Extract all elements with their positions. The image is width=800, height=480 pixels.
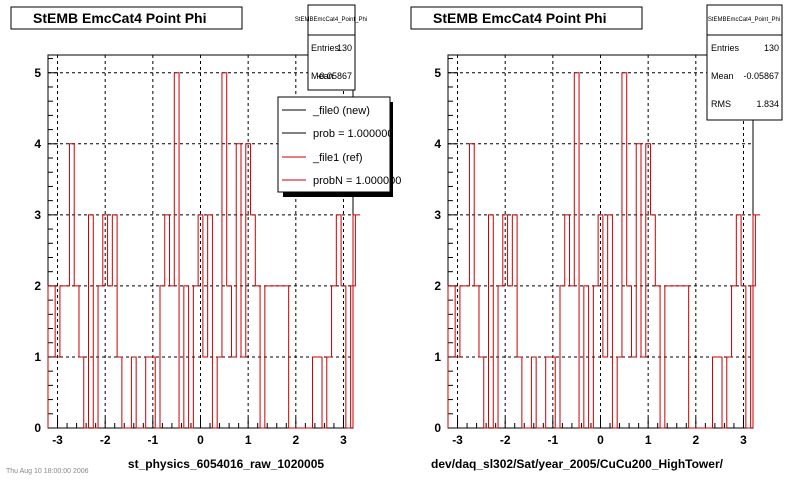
right-x-tick-label: -2	[500, 433, 511, 447]
right-stats-frame	[706, 4, 783, 121]
left-x-axis-label: st_physics_6054016_raw_1020005	[128, 457, 324, 471]
right-y-tick-label: 0	[434, 421, 441, 435]
right-stats-rms-value: 1.834	[756, 99, 779, 109]
left-x-tick-label: -2	[100, 433, 111, 447]
right-stats-entries-label: Entries	[711, 43, 740, 53]
left-stats-entries-value: 130	[337, 43, 352, 53]
right-y-tick-label: 4	[434, 137, 441, 151]
left-x-tick-label: -3	[52, 433, 63, 447]
right-y-tick-label: 5	[434, 66, 441, 80]
legend-frame	[277, 96, 391, 193]
left-x-tick-label: 3	[340, 433, 347, 447]
right-x-tick-label: -1	[548, 433, 559, 447]
right-tick-labels: -3 -2 -1 0 1 2 3 0 1 2 3 4 5	[434, 66, 747, 447]
left-title-box	[10, 6, 243, 30]
left-y-tick-label: 1	[34, 350, 41, 364]
left-stats-frame	[307, 4, 356, 91]
legend-label-ref: _file1 (ref)	[312, 152, 363, 164]
right-x-tick-label: -3	[452, 433, 463, 447]
right-axis-ticks	[447, 58, 754, 429]
right-stats-box: StEMBEmcCat4_Point_Phi Entries 130 Mean …	[706, 4, 783, 121]
left-y-tick-label: 4	[34, 137, 41, 151]
left-y-tick-label: 3	[34, 208, 41, 222]
legend-label-probn: probN = 1.000000	[313, 175, 401, 187]
footer-timestamp: Thu Aug 10 18:00:00 2006	[6, 468, 89, 475]
legend-label-prob: prob = 1.000000	[313, 128, 393, 140]
left-panel: StEMB EmcCat4 Point Phi -3 -2 -1 0 1 2 3 0 1 2 3 4 5…	[10, 4, 401, 471]
right-x-tick-label: 3	[740, 433, 747, 447]
right-title: StEMB EmcCat4 Point Phi	[433, 10, 606, 26]
right-stats-mean-value: -0.05867	[743, 71, 779, 81]
left-x-tick-label: 2	[292, 433, 299, 447]
left-stats-name: StEMBEmcCat4_Point_Phi	[295, 17, 367, 23]
left-histogram-series	[47, 72, 361, 429]
legend-label-new: _file0 (new)	[312, 105, 370, 117]
right-x-tick-label: 1	[645, 433, 652, 447]
left-stats-mean-label: Mean	[311, 71, 334, 81]
left-title: StEMB EmcCat4 Point Phi	[33, 10, 206, 26]
right-stats-entries-value: 130	[764, 43, 779, 53]
left-tick-labels: -3 -2 -1 0 1 2 3 0 1 2 3 4 5	[34, 66, 347, 447]
left-x-tick-label: -1	[148, 433, 159, 447]
right-x-tick-label: 2	[692, 433, 699, 447]
right-stats-rms-label: RMS	[711, 99, 731, 109]
right-y-tick-label: 1	[434, 350, 441, 364]
left-stats-box: StEMBEmcCat4_Point_Phi Entries 130 Mean …	[295, 4, 367, 91]
left-x-tick-label: 0	[197, 433, 204, 447]
right-y-tick-label: 3	[434, 208, 441, 222]
left-legend: _file0 (new) prob = 1.000000 _file1 (ref…	[277, 96, 401, 197]
left-stats-entries-label: Entries	[311, 43, 340, 53]
right-x-axis-label: dev/daq_sl302/Sat/year_2005/CuCu200_High…	[431, 457, 724, 471]
right-panel: StEMB EmcCat4 Point Phi -3 -2 -1 0 1 2 3 0 1 2 3 4 5…	[410, 4, 783, 471]
left-y-tick-label: 2	[34, 279, 41, 293]
right-histogram-line	[447, 72, 761, 429]
right-y-tick-label: 2	[434, 279, 441, 293]
right-stats-mean-label: Mean	[711, 71, 734, 81]
left-x-tick-label: 1	[245, 433, 252, 447]
right-title-box	[410, 6, 643, 30]
left-grid	[48, 55, 353, 428]
left-y-tick-label: 5	[34, 66, 41, 80]
right-stats-name: StEMBEmcCat4_Point_Phi	[708, 17, 780, 23]
right-histogram-series	[447, 72, 761, 429]
left-histogram-line	[47, 72, 361, 429]
left-stats-mean-value: -0.05867	[316, 71, 352, 81]
left-y-tick-label: 0	[34, 421, 41, 435]
right-x-tick-label: 0	[597, 433, 604, 447]
